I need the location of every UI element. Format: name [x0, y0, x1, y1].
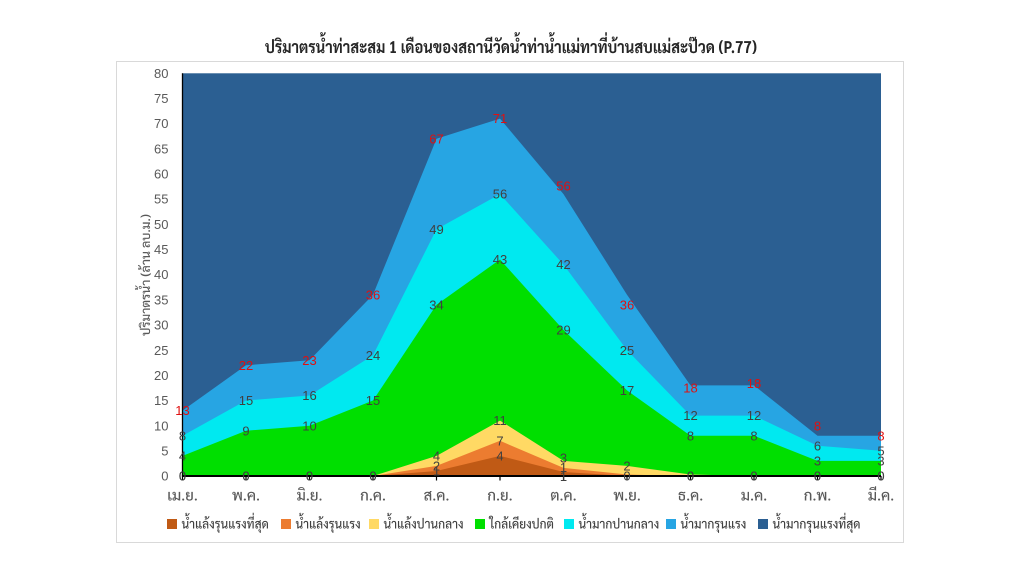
svg-text:0: 0: [306, 469, 313, 484]
svg-text:12: 12: [683, 408, 697, 423]
svg-text:56: 56: [556, 179, 570, 194]
svg-text:9: 9: [242, 423, 249, 438]
svg-text:16: 16: [302, 388, 316, 403]
svg-text:70: 70: [154, 116, 168, 131]
svg-text:15: 15: [239, 393, 253, 408]
svg-text:10: 10: [154, 418, 168, 433]
svg-text:0: 0: [179, 469, 186, 484]
svg-text:0: 0: [814, 469, 821, 484]
svg-text:23: 23: [302, 353, 316, 368]
svg-text:75: 75: [154, 91, 168, 106]
svg-text:36: 36: [620, 297, 634, 312]
svg-text:10: 10: [302, 418, 316, 433]
svg-text:24: 24: [366, 348, 380, 363]
svg-text:15: 15: [154, 393, 168, 408]
svg-text:0: 0: [179, 469, 186, 484]
svg-text:0: 0: [687, 469, 694, 484]
svg-text:8: 8: [179, 428, 186, 443]
svg-text:65: 65: [154, 141, 168, 156]
svg-text:80: 80: [154, 66, 168, 81]
svg-text:0: 0: [623, 469, 630, 484]
svg-text:35: 35: [154, 292, 168, 307]
svg-text:5: 5: [161, 443, 168, 458]
svg-text:3: 3: [814, 454, 821, 469]
svg-text:0: 0: [750, 469, 757, 484]
svg-text:0: 0: [369, 469, 376, 484]
svg-text:42: 42: [556, 257, 570, 272]
svg-text:60: 60: [154, 167, 168, 182]
svg-text:30: 30: [154, 318, 168, 333]
svg-text:3: 3: [560, 451, 567, 466]
svg-text:2: 2: [623, 459, 630, 474]
svg-text:7: 7: [496, 433, 503, 448]
svg-text:0: 0: [750, 469, 757, 484]
svg-text:13: 13: [175, 403, 189, 418]
svg-text:0: 0: [877, 469, 884, 484]
svg-text:0: 0: [161, 469, 168, 484]
svg-text:8: 8: [814, 418, 821, 433]
svg-text:34: 34: [429, 297, 443, 312]
svg-text:1: 1: [560, 469, 567, 484]
svg-text:8: 8: [687, 428, 694, 443]
svg-text:8: 8: [877, 428, 884, 443]
svg-text:6: 6: [814, 438, 821, 453]
svg-text:15: 15: [366, 393, 380, 408]
svg-text:4: 4: [496, 449, 503, 464]
svg-text:18: 18: [747, 376, 761, 391]
svg-text:3: 3: [877, 454, 884, 469]
svg-text:49: 49: [429, 222, 443, 237]
svg-text:22: 22: [239, 358, 253, 373]
svg-text:4: 4: [179, 449, 186, 464]
svg-text:1: 1: [433, 464, 440, 479]
svg-text:8: 8: [750, 428, 757, 443]
svg-text:43: 43: [493, 252, 507, 267]
svg-text:29: 29: [556, 323, 570, 338]
svg-text:0: 0: [877, 469, 884, 484]
svg-text:55: 55: [154, 192, 168, 207]
svg-text:12: 12: [747, 408, 761, 423]
svg-text:17: 17: [620, 383, 634, 398]
svg-text:0: 0: [369, 469, 376, 484]
svg-text:18: 18: [683, 381, 697, 396]
svg-text:0: 0: [242, 469, 249, 484]
svg-text:0: 0: [687, 469, 694, 484]
svg-text:11: 11: [493, 413, 507, 428]
svg-text:67: 67: [429, 131, 443, 146]
svg-text:56: 56: [493, 187, 507, 202]
svg-text:0: 0: [242, 469, 249, 484]
svg-text:20: 20: [154, 368, 168, 383]
svg-text:50: 50: [154, 217, 168, 232]
svg-text:25: 25: [154, 343, 168, 358]
svg-text:5: 5: [877, 443, 884, 458]
svg-text:0: 0: [306, 469, 313, 484]
svg-text:36: 36: [366, 287, 380, 302]
svg-text:25: 25: [620, 343, 634, 358]
svg-text:1: 1: [560, 460, 567, 475]
svg-text:0: 0: [814, 469, 821, 484]
svg-text:4: 4: [433, 449, 440, 464]
svg-text:2: 2: [433, 459, 440, 474]
svg-text:45: 45: [154, 242, 168, 257]
svg-text:71: 71: [493, 111, 507, 126]
svg-text:40: 40: [154, 267, 168, 282]
